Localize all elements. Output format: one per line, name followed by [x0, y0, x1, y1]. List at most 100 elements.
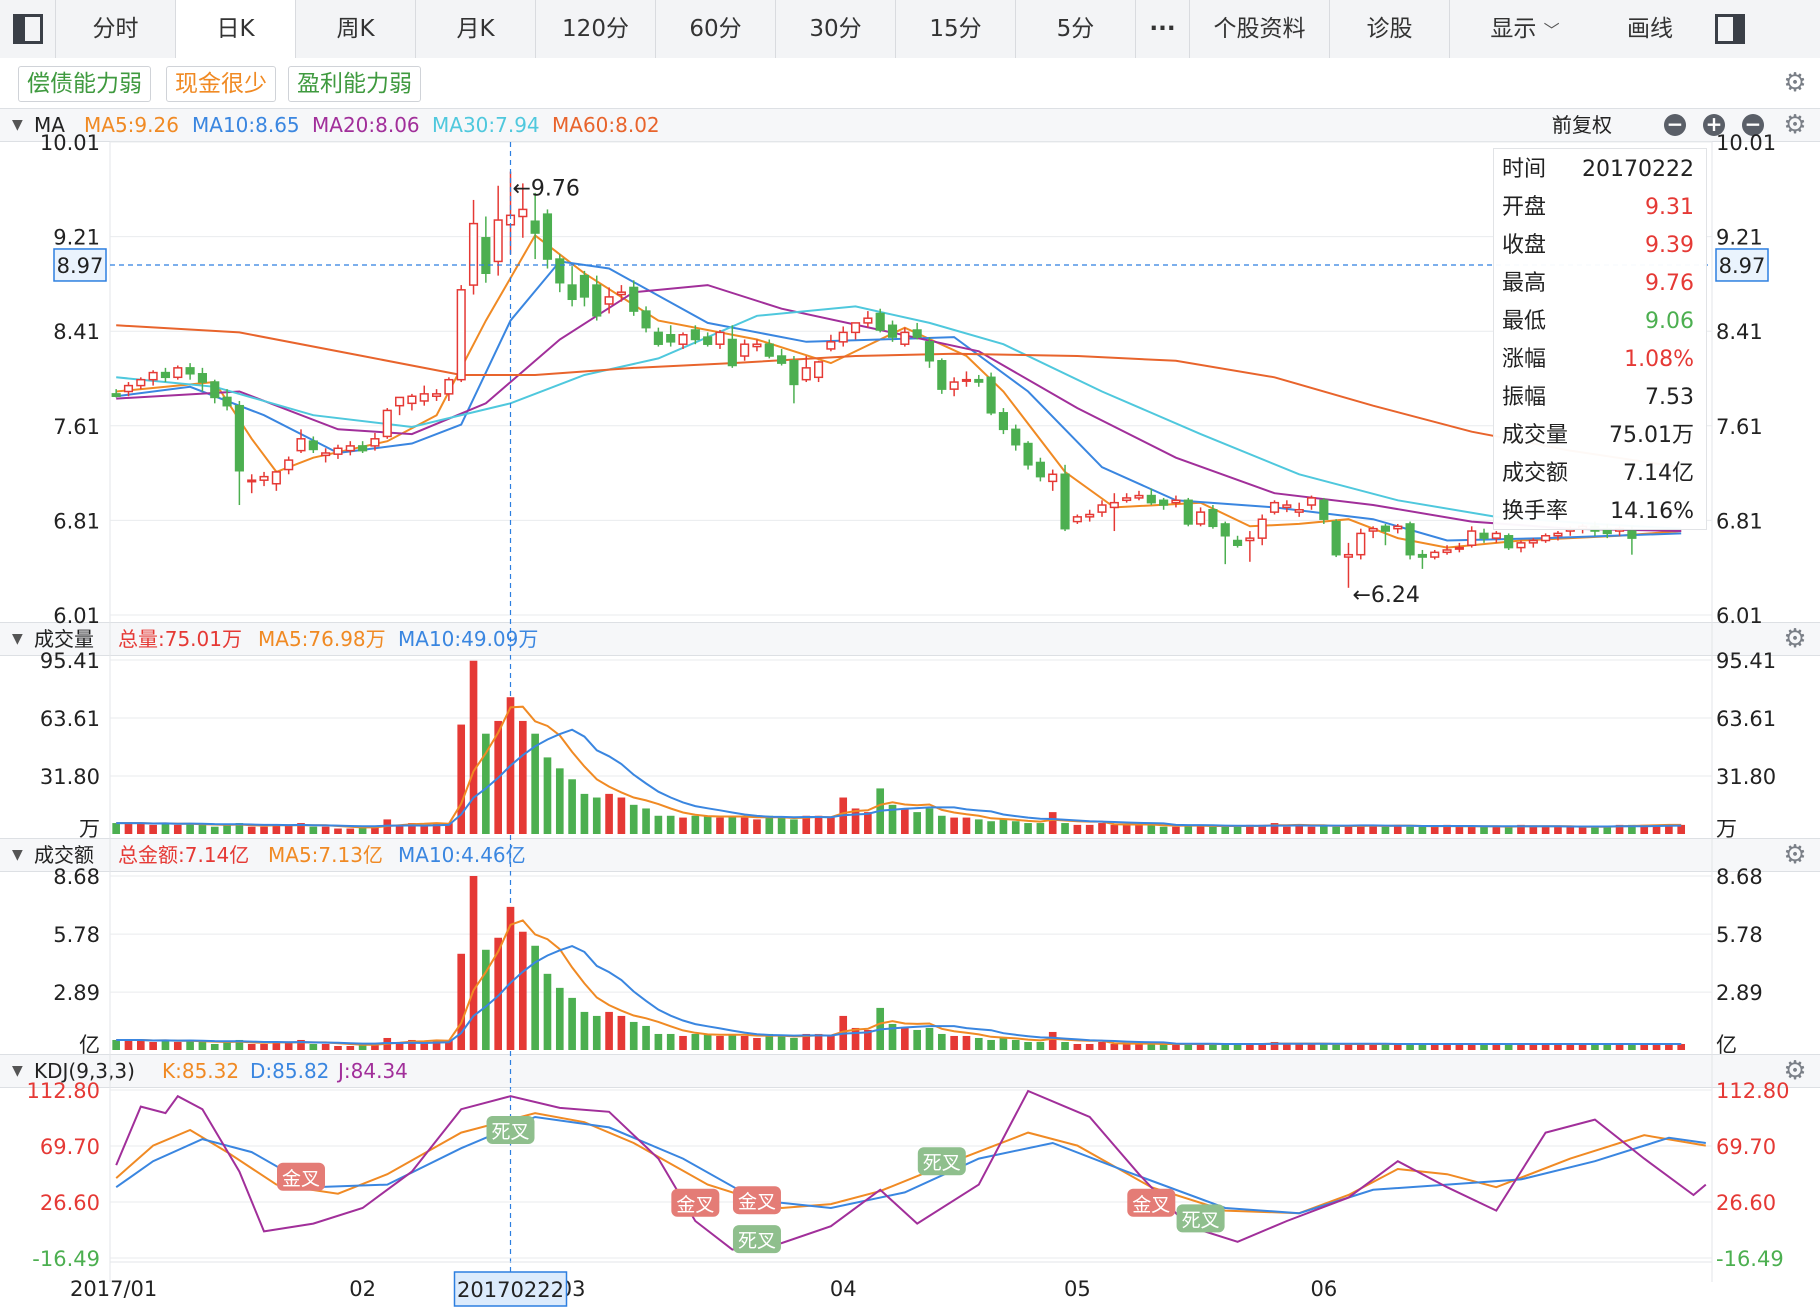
tab-120min[interactable]: 120分	[536, 0, 656, 58]
tab-rik[interactable]: 日K	[176, 0, 296, 58]
volume-bar	[814, 815, 823, 834]
volume-bar	[1221, 826, 1230, 834]
candle-body	[949, 381, 959, 390]
collapse-volume-panel-button[interactable]: ▼	[12, 631, 23, 647]
amount-bar	[297, 1039, 305, 1050]
tab-yuek[interactable]: 月K	[416, 0, 536, 58]
display-menu-button[interactable]: 显示 ﹀	[1450, 0, 1600, 58]
amount-bar	[654, 1033, 663, 1050]
volume-bar	[703, 815, 712, 834]
tag-solvency[interactable]: 偿债能力弱	[18, 66, 151, 102]
gear-icon[interactable]: ⚙	[1783, 840, 1807, 870]
volume-bar	[482, 733, 490, 834]
candle-body	[937, 360, 947, 390]
legend-j: J:84.34	[338, 1059, 408, 1083]
candle-body	[986, 376, 996, 414]
tab-fenshi[interactable]: 分时	[56, 0, 176, 58]
candle-body	[1405, 523, 1415, 556]
price-tick-label-left: 7.61	[53, 415, 100, 439]
price-tick-label-right: 6.81	[1716, 509, 1763, 533]
tab-stock-profile[interactable]: 个股资料	[1190, 0, 1330, 58]
volume-bar	[666, 815, 675, 834]
candle-body	[1232, 539, 1243, 546]
draw-line-button[interactable]: 画线	[1600, 0, 1700, 58]
amount-bar	[1369, 1043, 1377, 1050]
candle-body	[197, 373, 207, 383]
death-cross-label: 死叉	[923, 1152, 961, 1174]
candle-body	[1097, 504, 1107, 513]
amount-bar	[420, 1041, 429, 1050]
collapse-amount-panel-button[interactable]: ▼	[12, 847, 23, 863]
kdj-tick-label-left: 26.60	[40, 1191, 100, 1215]
candle-body	[801, 367, 811, 381]
tag-cash[interactable]: 现金很少	[166, 66, 276, 102]
amount-bar	[124, 1039, 133, 1050]
candle-body	[308, 440, 318, 451]
gear-icon[interactable]: ⚙	[1783, 68, 1807, 98]
volume-ma5-line	[116, 705, 1682, 829]
volume-bar	[1677, 824, 1686, 834]
collapse-kdj-panel-button[interactable]: ▼	[12, 1063, 23, 1079]
amount-bar	[605, 1011, 613, 1050]
tab-30min[interactable]: 30分	[776, 0, 896, 58]
panel-left-icon	[12, 14, 43, 44]
tab-15min[interactable]: 15分	[896, 0, 1016, 58]
candle-body	[1109, 501, 1119, 509]
amount-bar	[1517, 1043, 1525, 1050]
amount-bar	[901, 1027, 909, 1050]
candle-body	[407, 395, 417, 405]
tab-diagnosis[interactable]: 诊股	[1330, 0, 1450, 58]
candle-body	[1245, 537, 1255, 542]
amount-bar	[1492, 1043, 1501, 1050]
volume-bar	[1554, 826, 1562, 834]
amount-bar	[1061, 1041, 1069, 1050]
right-panel-toggle-button[interactable]	[1700, 0, 1760, 58]
amount-bar	[802, 1033, 811, 1050]
left-panel-toggle-button[interactable]	[0, 0, 56, 58]
tooltip-row-low: 最低 9.06	[1502, 309, 1694, 334]
volume-bar	[1048, 812, 1057, 834]
kdj-line-j	[115, 1089, 1707, 1251]
amount-bar	[432, 1039, 441, 1050]
candle-body	[1467, 530, 1477, 546]
candle-body	[1504, 535, 1514, 549]
volume-bar	[987, 821, 995, 834]
minus-icon[interactable]: −	[1742, 114, 1764, 136]
amount-bar	[1332, 1043, 1340, 1050]
volume-bar	[950, 817, 958, 834]
collapse-price-panel-button[interactable]: ▼	[12, 117, 23, 133]
zoom-out-icon[interactable]: −	[1664, 114, 1686, 136]
more-periods-button[interactable]: ···	[1136, 0, 1190, 58]
kdj-line-k	[115, 1112, 1706, 1215]
candle-body	[703, 336, 713, 345]
volume-bar	[1406, 826, 1414, 834]
candle-body	[1442, 549, 1452, 554]
candle-body	[222, 396, 232, 407]
amount-bar	[1393, 1043, 1402, 1050]
candle-body	[173, 367, 183, 379]
tab-60min[interactable]: 60分	[656, 0, 776, 58]
volume-bar	[1172, 826, 1180, 834]
amount-bar	[1307, 1043, 1316, 1050]
volume-bar	[1332, 826, 1340, 834]
zoom-in-icon[interactable]: +	[1703, 114, 1725, 136]
volume-bar	[691, 815, 700, 834]
tooltip-row-amplitude: 振幅 7.53	[1502, 385, 1694, 410]
amount-bar	[666, 1033, 675, 1050]
tag-profitability[interactable]: 盈利能力弱	[288, 66, 421, 102]
tab-5min[interactable]: 5分	[1016, 0, 1136, 58]
amount-bar	[247, 1043, 256, 1050]
tab-zhouk[interactable]: 周K	[296, 0, 416, 58]
volume-bar	[186, 823, 194, 834]
gear-icon[interactable]: ⚙	[1783, 110, 1807, 140]
gear-icon[interactable]: ⚙	[1783, 1056, 1807, 1086]
candle-body	[136, 378, 146, 387]
gear-icon[interactable]: ⚙	[1783, 624, 1807, 654]
amount-bar	[284, 1041, 293, 1050]
kdj-tick-label-left: 69.70	[40, 1135, 100, 1159]
candle-body	[1430, 551, 1440, 558]
volume-bar	[753, 819, 761, 834]
candle-body	[210, 381, 220, 399]
volume-bar	[1036, 823, 1045, 834]
volume-bar	[802, 815, 811, 834]
